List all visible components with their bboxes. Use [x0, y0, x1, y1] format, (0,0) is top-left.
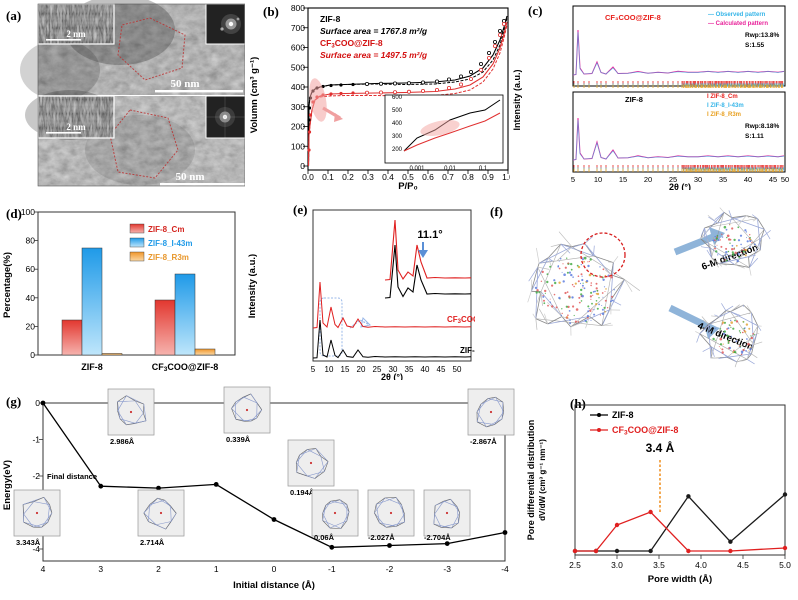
svg-text:Rwp:8.18%: Rwp:8.18%	[745, 123, 780, 130]
svg-text:35: 35	[405, 365, 414, 374]
svg-text:ZIF-8_Cm: ZIF-8_Cm	[148, 225, 184, 234]
svg-text:0.1: 0.1	[479, 166, 488, 172]
svg-text:5.0: 5.0	[779, 560, 791, 570]
svg-text:S:1.55: S:1.55	[745, 42, 765, 49]
svg-text:2.5: 2.5	[569, 560, 581, 570]
svg-text:50: 50	[781, 175, 789, 184]
svg-text:I ZIF-8_I-43m: I ZIF-8_I-43m	[707, 103, 744, 109]
svg-text:2.986Å: 2.986Å	[110, 437, 135, 446]
svg-text:0.01: 0.01	[444, 166, 456, 172]
svg-text:4: 4	[41, 564, 46, 574]
svg-text:ZIF-8_I-43m: ZIF-8_I-43m	[148, 239, 192, 248]
svg-text:2 nm: 2 nm	[66, 29, 86, 39]
svg-text:-2: -2	[386, 564, 394, 574]
svg-text:-1: -1	[328, 564, 336, 574]
svg-text:Intensity (a.u.): Intensity (a.u.)	[247, 254, 258, 318]
svg-text:Pore differential distribution: Pore differential distribution	[526, 420, 536, 541]
svg-text:1: 1	[214, 564, 219, 574]
svg-text:400: 400	[392, 121, 403, 127]
svg-text:S:1.11: S:1.11	[745, 133, 764, 140]
svg-text:600: 600	[392, 95, 403, 101]
svg-text:CF3COO@ZIF-8: CF3COO@ZIF-8	[152, 362, 218, 373]
svg-text:40: 40	[744, 175, 752, 184]
svg-text:-2.027Å: -2.027Å	[368, 533, 395, 542]
svg-text:P/P₀: P/P₀	[398, 181, 418, 190]
svg-text:5: 5	[311, 365, 316, 374]
svg-text:10: 10	[325, 365, 334, 374]
svg-text:200: 200	[392, 147, 403, 153]
svg-text:100: 100	[21, 207, 35, 217]
svg-text:2 nm: 2 nm	[66, 122, 86, 132]
svg-text:Pore width (Å): Pore width (Å)	[648, 574, 712, 585]
svg-text:Surface area = 1767.8 m²/g: Surface area = 1767.8 m²/g	[320, 26, 428, 36]
svg-text:20: 20	[26, 321, 36, 331]
svg-text:300: 300	[392, 134, 403, 140]
svg-text:-2.704Å: -2.704Å	[424, 533, 451, 542]
svg-text:20: 20	[644, 175, 652, 184]
svg-text:Energy(eV): Energy(eV)	[2, 460, 13, 510]
svg-text:CF3COO@ZI: CF3COO@ZI	[447, 315, 475, 325]
svg-text:40: 40	[421, 365, 430, 374]
svg-text:50: 50	[453, 365, 462, 374]
svg-text:60: 60	[26, 264, 36, 274]
svg-text:0.339Å: 0.339Å	[226, 435, 251, 444]
svg-text:-3: -3	[443, 564, 451, 574]
svg-text:-4: -4	[501, 564, 509, 574]
svg-text:2.714Å: 2.714Å	[140, 538, 165, 547]
svg-text:CF3COO@ZIF-8: CF3COO@ZIF-8	[320, 38, 383, 50]
svg-text:3.0: 3.0	[611, 560, 623, 570]
svg-text:30: 30	[694, 175, 702, 184]
svg-text:1.0: 1.0	[502, 172, 510, 182]
svg-text:0: 0	[272, 564, 277, 574]
svg-text:0.194Å: 0.194Å	[290, 488, 315, 497]
svg-text:40: 40	[26, 293, 36, 303]
svg-text:ZIF-8: ZIF-8	[612, 410, 634, 420]
svg-text:Surface area = 1497.5 m²/g: Surface area = 1497.5 m²/g	[320, 50, 428, 60]
svg-text:80: 80	[26, 236, 36, 246]
svg-text:5: 5	[571, 175, 575, 184]
svg-text:ZIF-8_R3m: ZIF-8_R3m	[148, 253, 189, 262]
svg-text:3.5: 3.5	[653, 560, 665, 570]
svg-text:15: 15	[619, 175, 627, 184]
svg-text:2: 2	[156, 564, 161, 574]
svg-text:Rwp:13.8%: Rwp:13.8%	[745, 32, 780, 39]
svg-text:3.343Å: 3.343Å	[16, 538, 41, 547]
svg-text:Percentage(%): Percentage(%)	[2, 252, 13, 318]
svg-text:— Observed pattern: — Observed pattern	[708, 12, 766, 18]
svg-text:2θ (°): 2θ (°)	[381, 372, 403, 380]
svg-text:dV/dW (cm³ g⁻¹ nm⁻¹): dV/dW (cm³ g⁻¹ nm⁻¹)	[538, 439, 547, 521]
svg-text:2θ (°): 2θ (°)	[669, 182, 691, 190]
svg-text:ZIF-8: ZIF-8	[625, 95, 643, 104]
svg-text:3.4 Å: 3.4 Å	[646, 440, 675, 455]
svg-text:11.1°: 11.1°	[417, 229, 442, 241]
svg-text:Initial distance (Å): Initial distance (Å)	[233, 580, 315, 591]
svg-text:CF3COO@ZIF-8: CF3COO@ZIF-8	[612, 425, 678, 436]
svg-text:Volumn (cm³ g⁻¹): Volumn (cm³ g⁻¹)	[249, 57, 260, 134]
svg-text:50 nm: 50 nm	[170, 78, 199, 90]
svg-text:50 nm: 50 nm	[175, 171, 204, 183]
svg-text:45: 45	[437, 365, 446, 374]
svg-text:45: 45	[769, 175, 777, 184]
svg-text:500: 500	[392, 108, 403, 114]
svg-text:4.0: 4.0	[695, 560, 707, 570]
svg-text:35: 35	[719, 175, 727, 184]
svg-text:0.001: 0.001	[409, 166, 425, 172]
svg-text:10: 10	[594, 175, 602, 184]
svg-text:Intensity (a.u.): Intensity (a.u.)	[512, 69, 522, 130]
svg-text:ZIF-8: ZIF-8	[460, 346, 475, 355]
svg-text:-2.867Å: -2.867Å	[470, 437, 497, 446]
svg-text:4.5: 4.5	[737, 560, 749, 570]
svg-text:I ZIF-8_R3m: I ZIF-8_R3m	[707, 112, 741, 118]
svg-text:I ZIF-8_Cm: I ZIF-8_Cm	[707, 94, 738, 100]
svg-text:3: 3	[98, 564, 103, 574]
svg-text:15: 15	[341, 365, 350, 374]
svg-text:CF₃COO@ZIF-8: CF₃COO@ZIF-8	[605, 13, 661, 22]
svg-text:0.06Å: 0.06Å	[314, 533, 335, 542]
svg-text:ZIF-8: ZIF-8	[320, 14, 341, 24]
svg-text:ZIF-8: ZIF-8	[81, 362, 103, 372]
svg-text:20: 20	[357, 365, 366, 374]
svg-text:— Calculated pattern: — Calculated pattern	[708, 21, 768, 27]
svg-text:Final distance: Final distance	[47, 472, 97, 481]
